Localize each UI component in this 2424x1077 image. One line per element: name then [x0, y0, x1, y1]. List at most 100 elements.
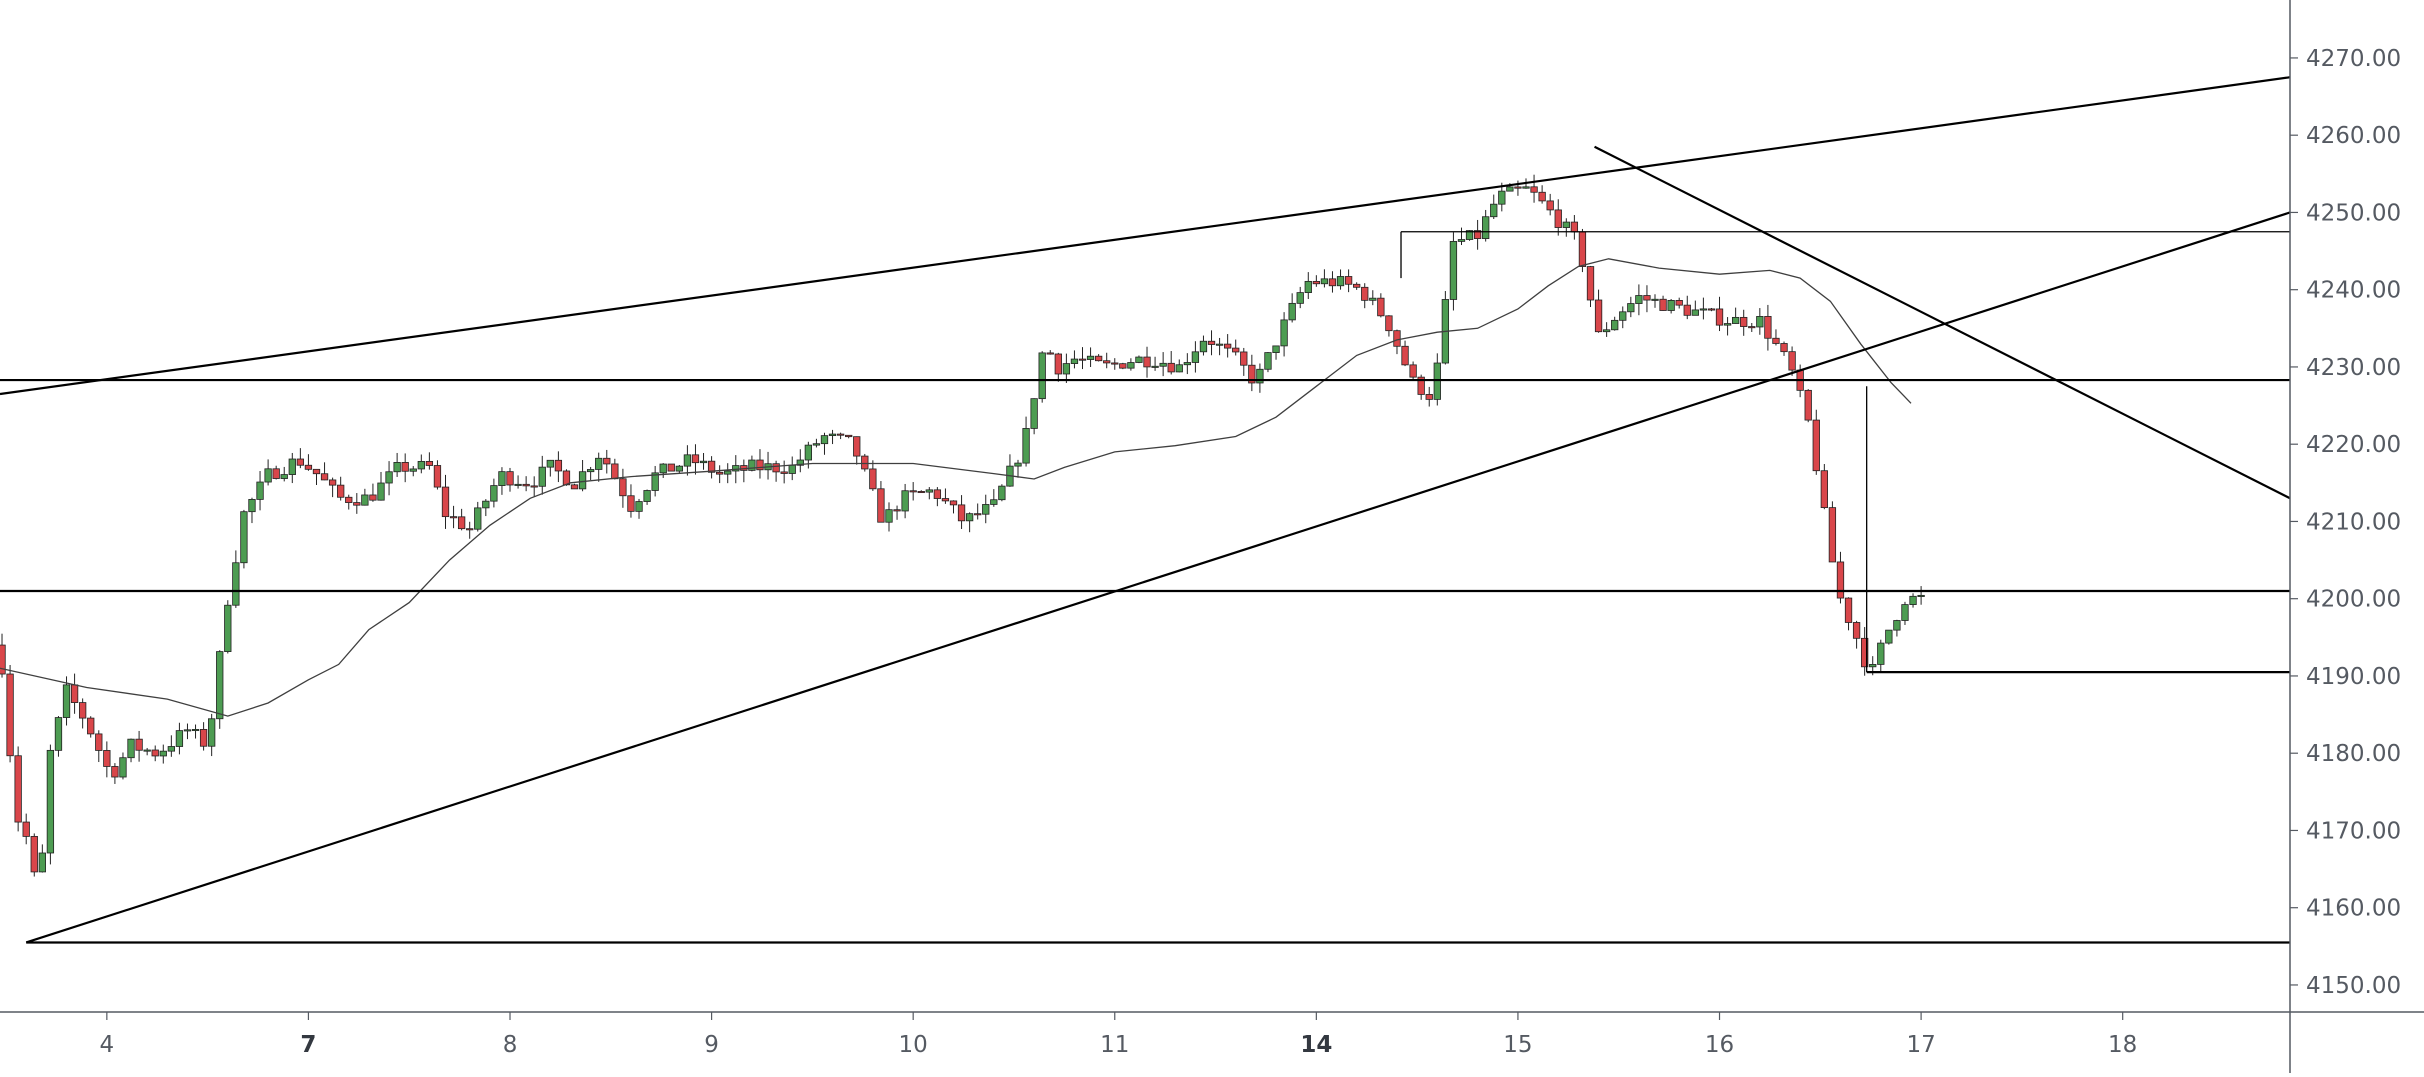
candle-up	[1183, 362, 1191, 366]
candle-up	[1256, 368, 1264, 384]
drawing-line-1[interactable]	[25, 211, 2291, 944]
candle-up	[1151, 365, 1159, 368]
moving-average-layer	[0, 258, 1912, 717]
candle-down	[506, 471, 514, 486]
candle-down	[0, 644, 6, 675]
candle-down	[1764, 316, 1772, 339]
candle-up	[885, 509, 893, 523]
candle-down	[949, 500, 958, 506]
candle-up	[804, 444, 813, 461]
trendlines-layer[interactable]	[0, 76, 2291, 944]
candle-down	[836, 433, 845, 436]
candle-down	[304, 464, 313, 470]
candle-up	[1030, 398, 1038, 429]
candle-down	[1473, 230, 1482, 239]
candle-down	[1167, 362, 1175, 373]
candle-up	[1433, 362, 1441, 400]
y-tick-label: 4200.00	[2306, 587, 2401, 613]
candle-up	[998, 485, 1006, 501]
candle-down	[1852, 622, 1861, 639]
candle-up	[1893, 620, 1901, 631]
candle-down	[425, 460, 434, 466]
candle-up	[1756, 316, 1764, 328]
candle-down	[1119, 363, 1127, 369]
candle-down	[1344, 276, 1353, 285]
candle-up	[990, 499, 998, 505]
candle-up	[240, 511, 248, 564]
candle-down	[1312, 280, 1320, 285]
candle-down	[337, 484, 345, 498]
candle-down	[1232, 347, 1240, 353]
candle-up	[1014, 462, 1022, 467]
candle-down	[441, 486, 450, 518]
candle-up	[1272, 345, 1280, 353]
candle-down	[1240, 351, 1248, 366]
candle-down	[6, 673, 14, 757]
y-tick-label: 4190.00	[2306, 664, 2401, 690]
candle-up	[732, 465, 740, 472]
candle-up	[901, 490, 909, 512]
candle-up	[538, 466, 546, 487]
candle-down	[562, 470, 571, 486]
candle-down	[199, 729, 208, 747]
candle-down	[272, 468, 280, 479]
candle-up	[280, 474, 288, 479]
candle-down	[853, 436, 861, 457]
candle-down	[1248, 364, 1256, 384]
candle-up	[1877, 642, 1885, 665]
candle-up	[143, 749, 151, 752]
candle-up	[643, 490, 651, 502]
candle-up	[788, 464, 796, 474]
candle-up	[699, 460, 708, 464]
x-tick-label: 15	[1503, 1032, 1532, 1058]
candle-up	[1869, 664, 1877, 668]
candle-up	[1304, 280, 1312, 293]
candle-up	[183, 729, 192, 732]
candle-down	[780, 471, 788, 474]
drawing-line-2[interactable]	[1594, 145, 2291, 500]
candle-up	[62, 684, 71, 718]
candle-down	[1425, 394, 1433, 400]
candle-down	[1812, 419, 1820, 472]
candle-down	[401, 462, 409, 472]
candle-up	[38, 852, 46, 873]
candle-down	[1094, 355, 1103, 362]
x-tick-label: 9	[704, 1032, 719, 1058]
candle-up	[1490, 203, 1498, 218]
candle-down	[1361, 286, 1369, 301]
candle-up	[1506, 186, 1514, 192]
candle-down	[22, 821, 30, 837]
candle-up	[385, 471, 393, 484]
candle-up	[1723, 323, 1732, 326]
candle-up	[1199, 340, 1208, 353]
y-tick-label: 4220.00	[2306, 432, 2401, 458]
candle-down	[691, 454, 700, 464]
candle-up	[1191, 351, 1200, 363]
candle-down	[1836, 561, 1845, 599]
candle-down	[530, 485, 538, 488]
candle-up	[1159, 362, 1167, 367]
drawing-line-0[interactable]	[0, 76, 2291, 396]
candle-down	[554, 459, 563, 472]
candle-up	[1901, 604, 1909, 621]
candle-down	[756, 459, 764, 471]
candle-down	[1514, 186, 1522, 189]
candle-up	[1127, 362, 1135, 369]
candle-up	[1498, 190, 1506, 205]
candle-down	[917, 491, 925, 494]
candle-down	[667, 463, 675, 472]
candle-up	[651, 472, 659, 491]
candle-down	[845, 434, 853, 438]
y-tick-label: 4260.00	[2306, 123, 2401, 149]
candle-up	[1482, 216, 1490, 239]
candle-down	[369, 494, 377, 501]
candle-down	[87, 717, 95, 735]
candle-up	[1562, 221, 1570, 228]
candle-down	[869, 468, 877, 490]
candle-down	[1054, 353, 1062, 375]
candle-down	[345, 496, 353, 503]
candle-down	[893, 509, 901, 512]
